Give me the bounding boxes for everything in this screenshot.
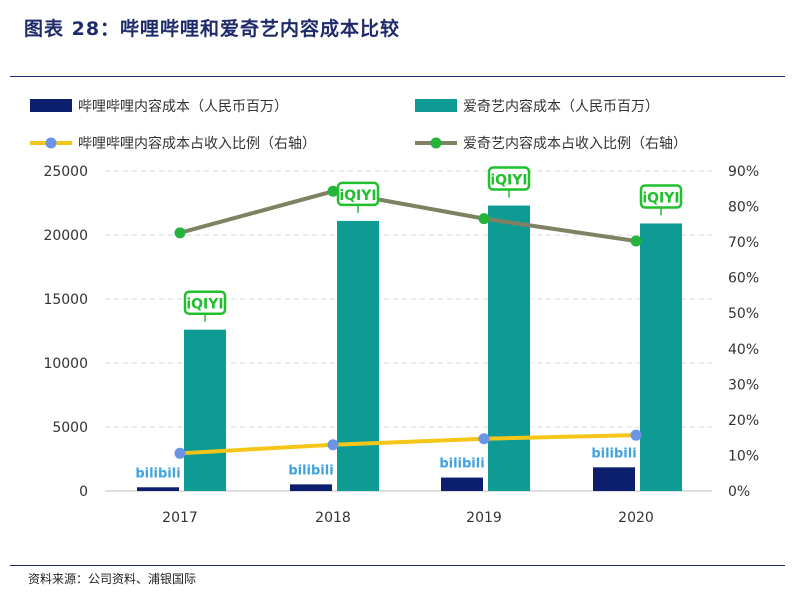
- right-axis-ticks: 0% 10% 20% 30% 40% 50% 60% 70% 80% 90%: [728, 164, 759, 500]
- iqiyi-logo-icon: [183, 290, 227, 315]
- right-tick-label: 70%: [728, 235, 759, 251]
- iqiyi-ratio-point: [174, 227, 186, 239]
- iqiyi-ratio-point: [478, 213, 490, 225]
- iqiyi-logo-text: iQIYI: [186, 297, 223, 313]
- left-axis-ticks: 0 5000 10000 15000 20000 25000: [43, 164, 88, 500]
- category-label: 2020: [618, 510, 654, 526]
- footer-divider: [10, 565, 785, 566]
- legend-swatch-bar: [415, 99, 457, 112]
- bilibili-logo-text: bilibili: [135, 466, 180, 481]
- header: 图表 28：哔哩哔哩和爱奇艺内容成本比较: [0, 0, 800, 80]
- bar-iqiyi-content-cost: [184, 329, 226, 491]
- category-label: 2019: [466, 510, 502, 526]
- source-note: 资料来源：公司资料、浦银国际: [28, 572, 197, 586]
- bilibili-ratio-point: [478, 433, 490, 445]
- bilibili-logo-text: bilibili: [439, 457, 484, 472]
- bar-iqiyi-content-cost: [640, 223, 682, 492]
- bar-bilibili-content-cost: [137, 487, 179, 491]
- legend-swatch-marker: [45, 137, 57, 149]
- iqiyi-logo-text: iQIYI: [642, 190, 679, 206]
- left-tick-label: 0: [79, 484, 88, 500]
- legend-label: 爱奇艺内容成本（人民币百万）: [463, 98, 659, 115]
- right-tick-label: 30%: [728, 377, 759, 393]
- legend-label: 哔哩哔哩内容成本（人民币百万）: [78, 98, 288, 115]
- iqiyi-ratio-line: [179, 189, 637, 244]
- right-tick-label: 90%: [728, 164, 759, 180]
- bars: [137, 205, 682, 492]
- bar-iqiyi-content-cost: [488, 205, 530, 491]
- iqiyi-logo-icon: [336, 181, 380, 207]
- left-tick-label: 10000: [43, 356, 88, 372]
- bar-iqiyi-content-cost: [337, 220, 379, 492]
- category-label: 2018: [315, 510, 351, 526]
- left-tick-label: 20000: [43, 228, 88, 244]
- legend-swatch-marker: [430, 137, 442, 149]
- bilibili-ratio-point: [630, 429, 642, 441]
- bar-bilibili-content-cost: [290, 484, 332, 491]
- right-tick-label: 20%: [728, 413, 759, 429]
- category-labels: 2017 2018 2019 2020: [162, 510, 654, 526]
- iqiyi-ratio-point: [630, 235, 642, 247]
- iqiyi-logo-icon: [639, 184, 683, 209]
- bilibili-ratio-line: [179, 433, 637, 456]
- iqiyi-logo-icon: [487, 166, 531, 191]
- bar-bilibili-content-cost: [593, 467, 635, 491]
- iqiyi-logo-text: iQIYI: [339, 188, 376, 204]
- figure-title: 图表 28：哔哩哔哩和爱奇艺内容成本比较: [24, 18, 401, 40]
- iqiyi-ratio-point: [327, 185, 339, 197]
- left-tick-label: 25000: [43, 164, 88, 180]
- left-tick-label: 15000: [43, 292, 88, 308]
- bar-bilibili-content-cost: [441, 477, 483, 491]
- right-tick-label: 10%: [728, 448, 759, 464]
- bilibili-ratio-point: [174, 447, 186, 459]
- series-lines: [174, 185, 642, 459]
- right-tick-label: 0%: [728, 484, 750, 500]
- bilibili-ratio-point: [327, 439, 339, 451]
- title-divider: [10, 76, 785, 77]
- right-tick-label: 60%: [728, 271, 759, 287]
- legend: 哔哩哔哩内容成本（人民币百万） 爱奇艺内容成本（人民币百万） 哔哩哔哩内容成本占收入…: [30, 98, 687, 152]
- category-label: 2017: [162, 510, 198, 526]
- bilibili-logo-text: bilibili: [288, 463, 333, 478]
- right-tick-label: 40%: [728, 342, 759, 358]
- bilibili-logo-text: bilibili: [591, 446, 636, 461]
- legend-label: 哔哩哔哩内容成本占收入比例（右轴）: [78, 135, 316, 152]
- legend-label: 爱奇艺内容成本占收入比例（右轴）: [463, 135, 687, 152]
- right-tick-label: 80%: [728, 200, 759, 216]
- left-tick-label: 5000: [52, 420, 88, 436]
- right-tick-label: 50%: [728, 306, 759, 322]
- legend-swatch-bar: [30, 99, 72, 112]
- logos: iQIYI bilibili iQIYI bilibili iQIYI bilibili i…: [135, 166, 683, 481]
- iqiyi-logo-text: iQIYI: [490, 173, 527, 189]
